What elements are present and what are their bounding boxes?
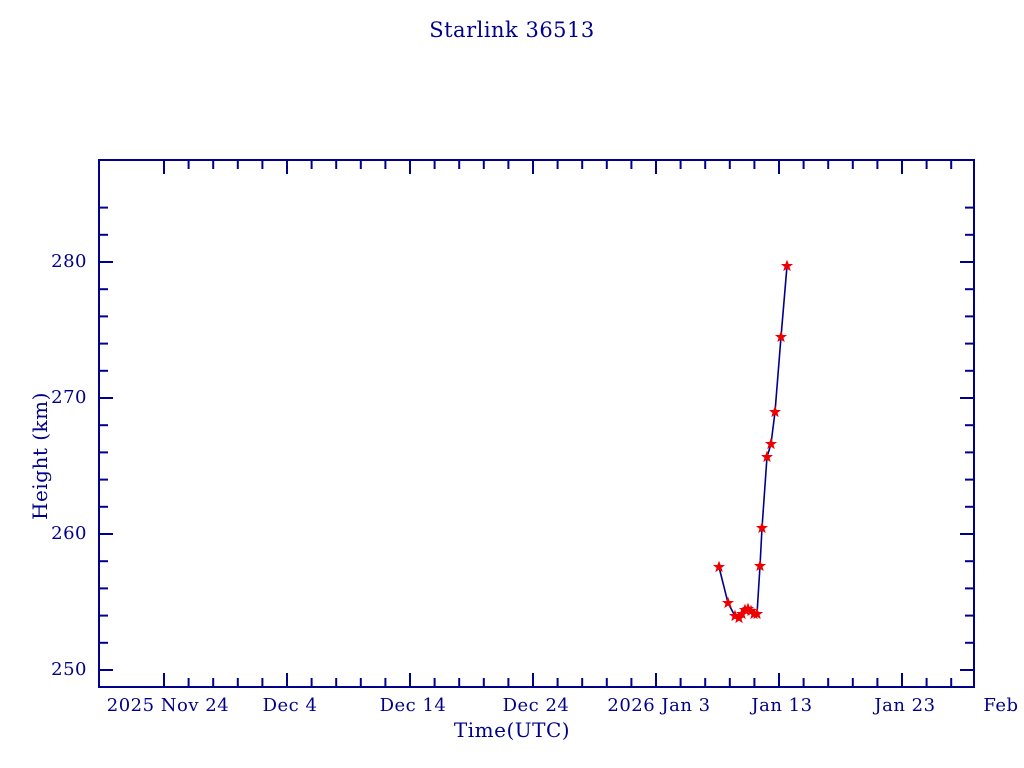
data-point-marker (768, 405, 782, 418)
y-tick-label: 280 (51, 251, 87, 272)
y-tick-label: 270 (51, 387, 87, 408)
data-point-marker (755, 521, 769, 534)
data-series-line (718, 265, 788, 620)
x-tick-label: Dec 14 (379, 695, 447, 716)
data-point-marker (774, 330, 788, 343)
data-point-marker (712, 560, 726, 573)
x-tick-label: 2025 Nov 24 (106, 695, 230, 716)
x-tick-label: Jan 23 (874, 695, 936, 716)
y-tick-label: 260 (51, 523, 87, 544)
data-series-markers (712, 259, 794, 624)
data-point-marker (721, 596, 735, 609)
x-axis-label: Time(UTC) (453, 718, 571, 742)
chart-title: Starlink 36513 (429, 18, 595, 42)
x-tick-label: Feb 2 (983, 695, 1024, 716)
x-tick-label: Dec 24 (502, 695, 570, 716)
data-point-marker (764, 437, 778, 450)
data-point-marker (780, 259, 794, 272)
y-tick-label: 250 (51, 659, 87, 680)
data-point-marker (753, 559, 767, 572)
data-point-marker (760, 450, 774, 463)
axis-frame (98, 159, 975, 688)
data-point-marker (750, 607, 764, 620)
y-axis-ticks (99, 206, 974, 671)
x-tick-label: 2026 Jan 3 (607, 695, 711, 716)
x-tick-label: Dec 4 (262, 695, 318, 716)
x-axis-ticks (163, 160, 953, 687)
x-tick-label: Jan 13 (751, 695, 813, 716)
